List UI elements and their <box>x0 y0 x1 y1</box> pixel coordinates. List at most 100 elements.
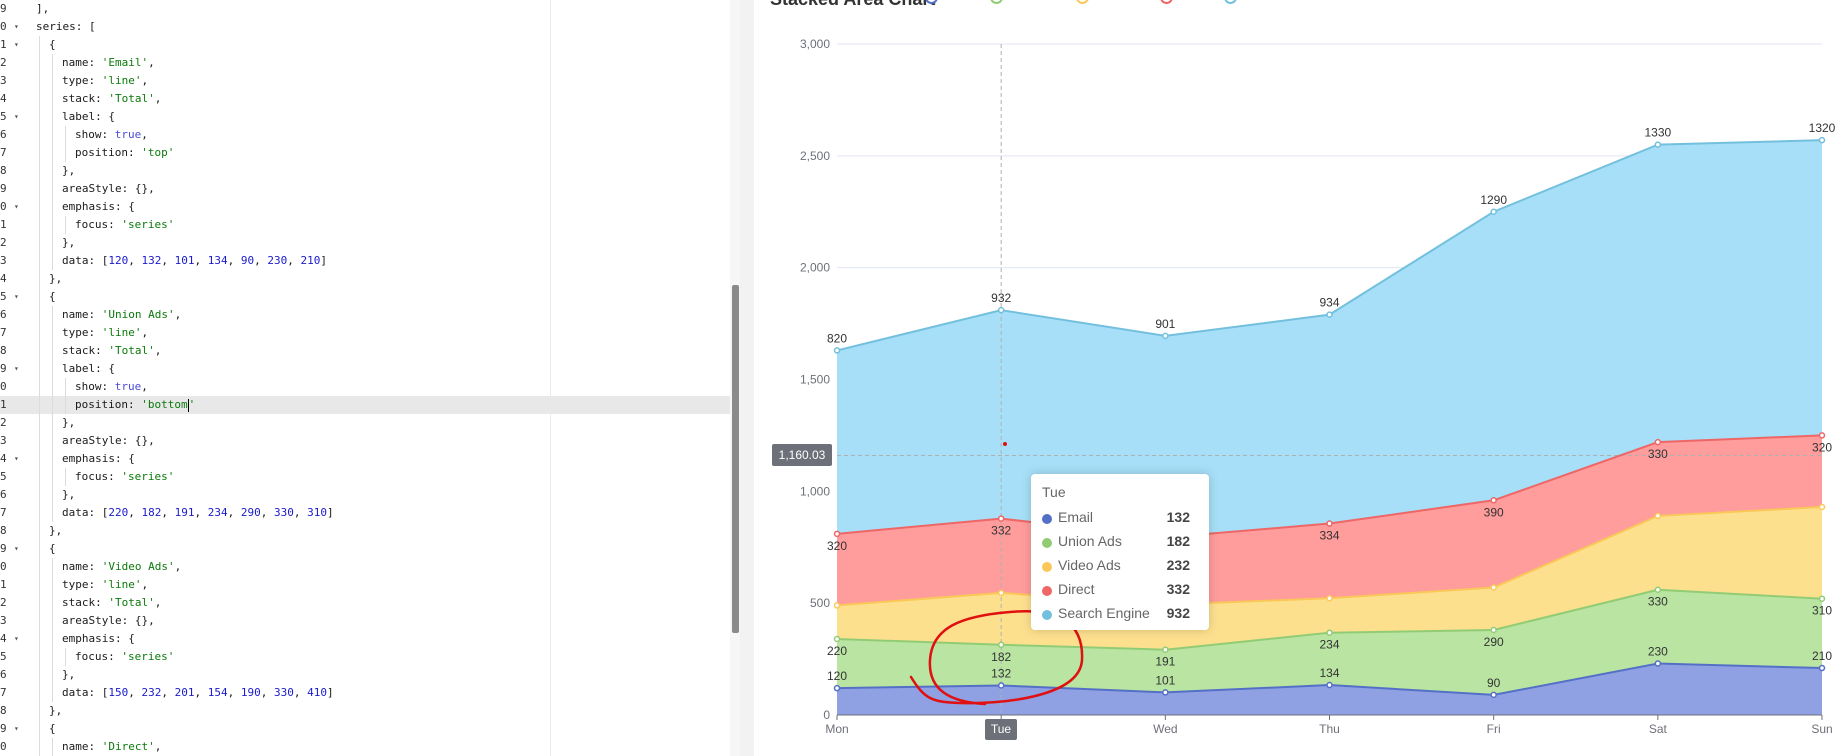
code-line[interactable]: 2 name: 'Email', <box>0 54 730 72</box>
line-number: 3 <box>0 614 7 627</box>
code-line[interactable]: 7 position: 'top' <box>0 144 730 162</box>
data-label: 901 <box>1155 317 1175 331</box>
code-token: }, <box>62 164 76 177</box>
fold-toggle-icon[interactable]: ▾ <box>14 22 19 31</box>
code-text: }, <box>49 522 62 540</box>
pane-divider[interactable] <box>740 0 754 756</box>
line-number: 3 <box>0 74 7 87</box>
code-line[interactable]: 9], <box>0 0 730 18</box>
code-line[interactable]: 4 stack: 'Total', <box>0 90 730 108</box>
indent-guide <box>52 612 53 630</box>
code-line[interactable]: 0 show: true, <box>0 378 730 396</box>
code-line[interactable]: 1 position: 'bottom' <box>0 396 730 414</box>
code-line[interactable]: 8}, <box>0 162 730 180</box>
code-token: name: <box>62 740 102 753</box>
code-token: , <box>148 56 155 69</box>
indent-guide <box>65 126 66 144</box>
code-line[interactable]: 1 ▾ { <box>0 36 730 54</box>
code-line[interactable]: 6}, <box>0 486 730 504</box>
data-point <box>997 589 1005 597</box>
indent-guide <box>39 216 40 234</box>
code-line[interactable]: 2 stack: 'Total', <box>0 594 730 612</box>
chart-title: Stacked Area Chart <box>770 0 935 10</box>
code-line[interactable]: 0 ▾ emphasis: { <box>0 198 730 216</box>
code-token: 'Direct' <box>101 740 155 753</box>
line-number: 4 <box>0 92 7 105</box>
code-line[interactable]: 6 name: 'Union Ads', <box>0 306 730 324</box>
code-line[interactable]: 9 ▾ { <box>0 540 730 558</box>
code-line[interactable]: 7 data: [220, 182, 191, 234, 290, 330, 31… <box>0 504 730 522</box>
line-number: 9 <box>0 722 7 735</box>
indent-guide <box>65 378 66 396</box>
fold-toggle-icon[interactable]: ▾ <box>14 202 19 211</box>
editor-scrollbar-thumb[interactable] <box>732 285 739 633</box>
code-line[interactable]: 9 ▾ label: { <box>0 360 730 378</box>
code-line[interactable]: 4 ▾ emphasis: { <box>0 630 730 648</box>
code-line[interactable]: 7 data: [150, 232, 201, 154, 190, 330, 41… <box>0 684 730 702</box>
series-dot-icon <box>1042 514 1052 524</box>
data-point <box>1326 594 1333 602</box>
fold-toggle-icon[interactable]: ▾ <box>14 112 19 121</box>
data-label: 330 <box>1648 447 1668 461</box>
code-line[interactable]: 8 stack: 'Total', <box>0 342 730 360</box>
code-text: data: [150, 232, 201, 154, 190, 330, 410… <box>62 684 334 702</box>
code-line[interactable]: 0 name: 'Direct', <box>0 738 730 756</box>
y-axis-pointer-label: 1,160.03 <box>772 444 832 466</box>
area-union-ads <box>837 589 1822 695</box>
code-line[interactable]: 3 areaStyle: {}, <box>0 612 730 630</box>
line-number: 8 <box>0 164 7 177</box>
fold-toggle-icon[interactable]: ▾ <box>14 364 19 373</box>
code-line[interactable]: 9 areaStyle: {}, <box>0 180 730 198</box>
code-line[interactable]: 4}, <box>0 270 730 288</box>
code-line[interactable]: 3 areaStyle: {}, <box>0 432 730 450</box>
code-token: 190 <box>240 686 261 699</box>
code-token: 'Total' <box>108 92 155 105</box>
code-token: 232 <box>141 686 162 699</box>
line-number: 9 <box>0 362 7 375</box>
code-line[interactable]: 1 type: 'line', <box>0 576 730 594</box>
fold-toggle-icon[interactable]: ▾ <box>14 292 19 301</box>
line-number: 1 <box>0 38 7 51</box>
code-line[interactable]: 6 show: true, <box>0 126 730 144</box>
code-line[interactable]: 5 focus: 'series' <box>0 468 730 486</box>
indent-guide <box>39 594 40 612</box>
code-line[interactable]: 0 ▾ series: [ <box>0 18 730 36</box>
indent-guide <box>39 198 40 216</box>
code-token: 90 <box>240 254 255 267</box>
code-line[interactable]: 3 type: 'line', <box>0 72 730 90</box>
code-text: focus: 'series' <box>75 648 174 666</box>
fold-toggle-icon[interactable]: ▾ <box>14 40 19 49</box>
fold-toggle-icon[interactable]: ▾ <box>14 724 19 733</box>
code-line[interactable]: 5 focus: 'series' <box>0 648 730 666</box>
code-line[interactable]: 8}, <box>0 522 730 540</box>
code-token: 132 <box>141 254 162 267</box>
code-line[interactable]: 6}, <box>0 666 730 684</box>
code-token: 182 <box>141 506 162 519</box>
code-line[interactable]: 8}, <box>0 702 730 720</box>
code-line[interactable]: 3 data: [120, 132, 101, 134, 90, 230, 210… <box>0 252 730 270</box>
data-label: 820 <box>827 331 847 345</box>
code-line[interactable]: 2}, <box>0 414 730 432</box>
indent-guide <box>39 360 40 378</box>
code-line[interactable]: 2}, <box>0 234 730 252</box>
fold-toggle-icon[interactable]: ▾ <box>14 634 19 643</box>
data-label: 1330 <box>1644 126 1671 140</box>
indent-guide <box>39 306 40 324</box>
fold-toggle-icon[interactable]: ▾ <box>14 454 19 463</box>
fold-toggle-icon[interactable]: ▾ <box>14 544 19 553</box>
code-line[interactable]: 0 name: 'Video Ads', <box>0 558 730 576</box>
code-editor[interactable]: 9], 0 ▾ series: [1 ▾ {2 name: 'Email', 3 type: '… <box>0 0 740 756</box>
code-token: position: <box>75 398 142 411</box>
code-line[interactable]: 1 focus: 'series' <box>0 216 730 234</box>
code-text: show: true, <box>75 378 148 396</box>
code-text: name: 'Email', <box>62 54 155 72</box>
code-line[interactable]: 9 ▾ { <box>0 720 730 738</box>
code-token: ' <box>188 398 196 411</box>
code-line[interactable]: 7 type: 'line', <box>0 324 730 342</box>
code-line[interactable]: 5 ▾ label: { <box>0 108 730 126</box>
data-label: 934 <box>1319 296 1339 310</box>
code-token: 'line' <box>101 326 142 339</box>
code-line[interactable]: 5 ▾ { <box>0 288 730 306</box>
code-line[interactable]: 4 ▾ emphasis: { <box>0 450 730 468</box>
